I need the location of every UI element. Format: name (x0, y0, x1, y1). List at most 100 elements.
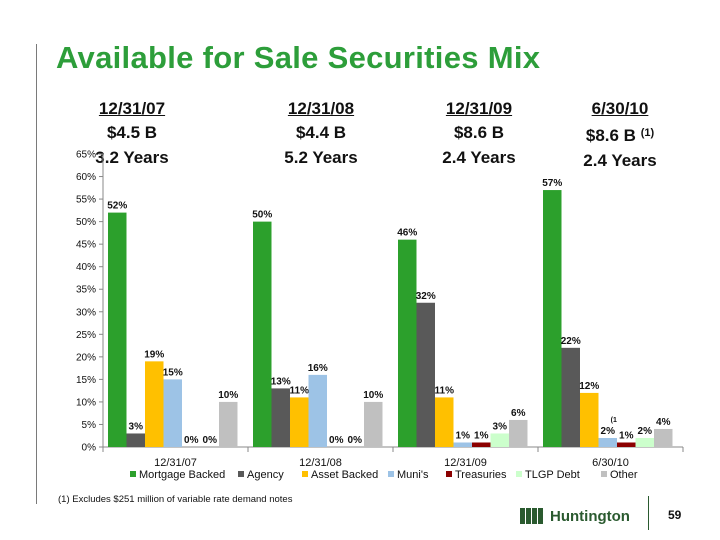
data-label: 2% (601, 426, 616, 437)
period-header-2010: 6/30/10 $8.6 B (1) 2.4 Years (545, 98, 695, 173)
period-years: 5.2 Years (284, 148, 358, 167)
y-tick-label: 55% (76, 195, 96, 206)
data-label: 52% (107, 201, 127, 212)
legend-label: Treasuries (455, 469, 507, 481)
legend-label: Other (610, 469, 638, 481)
bar-muni-s (163, 379, 182, 447)
legend-label: Asset Backed (311, 469, 378, 481)
y-tick-label: 45% (76, 240, 96, 251)
huntington-logo: Huntington (520, 506, 630, 526)
period-amount: $4.5 B (106, 123, 158, 142)
x-tick-label: 12/31/09 (444, 457, 487, 469)
legend-swatch (302, 471, 308, 477)
page-number: 59 (668, 508, 682, 522)
bar-tlgp-debt (490, 433, 509, 447)
data-label: 0% (203, 435, 218, 446)
period-header-2007: 12/31/07 $4.5 B 3.2 Years (57, 98, 207, 170)
data-label: 11% (435, 385, 455, 396)
bar-agency (271, 388, 290, 447)
bar-muni-s (453, 442, 472, 447)
bar-muni-s (598, 437, 617, 447)
period-years: 2.4 Years (442, 148, 516, 167)
y-tick-label: 35% (76, 285, 96, 296)
period-amount: $8.6 B (1) (585, 126, 655, 145)
y-tick-label: 0% (82, 443, 97, 454)
data-label: 15% (163, 367, 183, 378)
bar-mortgage-backed (108, 212, 127, 447)
legend-swatch (238, 471, 244, 477)
bar-other (654, 428, 673, 447)
y-tick-label: 40% (76, 262, 96, 273)
data-label: 10% (218, 390, 238, 401)
bar-asset-backed (580, 392, 599, 447)
chart-annotation: (1 (611, 417, 617, 424)
bar-agency (416, 302, 435, 447)
bar-mortgage-backed (253, 221, 272, 447)
data-label: 0% (348, 435, 363, 446)
page-title: Available for Sale Securities Mix (56, 40, 541, 75)
legend-label: Muni's (397, 469, 429, 481)
period-date: 12/31/09 (445, 99, 513, 118)
left-rule (36, 44, 37, 504)
data-label: 10% (363, 390, 383, 401)
bar-other (219, 401, 238, 447)
bar-asset-backed (435, 397, 454, 447)
period-years: 3.2 Years (95, 148, 169, 167)
period-date: 6/30/10 (591, 99, 649, 118)
bar-other (364, 401, 383, 447)
data-label: 0% (184, 435, 199, 446)
bar-treasuries (472, 442, 491, 447)
bar-asset-backed (290, 397, 309, 447)
period-amount: $8.6 B (453, 123, 505, 142)
data-label: 12% (579, 381, 599, 392)
period-date: 12/31/07 (98, 99, 166, 118)
data-label: 22% (561, 336, 581, 347)
legend-swatch (388, 471, 394, 477)
data-label: 19% (144, 349, 164, 360)
y-tick-label: 65% (76, 150, 96, 161)
period-date: 12/31/08 (287, 99, 355, 118)
y-tick-label: 60% (76, 172, 96, 183)
bar-tlgp-debt (635, 437, 654, 447)
data-label: 46% (397, 228, 417, 239)
bar-agency (561, 347, 580, 447)
data-label: 1% (619, 430, 634, 441)
data-label: 1% (474, 430, 489, 441)
bar-mortgage-backed (543, 190, 562, 448)
period-amount: $4.4 B (295, 123, 347, 142)
footnote-ref: (1) (640, 127, 655, 139)
y-tick-label: 15% (76, 375, 96, 386)
bar-agency (126, 433, 145, 447)
bar-treasuries (617, 442, 636, 447)
data-label: 2% (638, 426, 653, 437)
y-tick-label: 30% (76, 307, 96, 318)
y-tick-label: 10% (76, 397, 96, 408)
period-header-2009: 12/31/09 $8.6 B 2.4 Years (404, 98, 554, 170)
legend-swatch (516, 471, 522, 477)
footnote: (1) Excludes $251 million of variable ra… (58, 494, 293, 505)
y-tick-label: 25% (76, 330, 96, 341)
legend-swatch (601, 471, 607, 477)
securities-mix-chart: 0% 5% 10% 15% 20% 25% 30% 35% 40% 45% 50% 55% 60% 65%… (76, 150, 684, 481)
data-label: 11% (290, 385, 310, 396)
legend-swatch (446, 471, 452, 477)
x-tick-label: 6/30/10 (592, 457, 629, 469)
data-label: 50% (252, 210, 272, 221)
data-label: 32% (416, 291, 436, 302)
legend-label: TLGP Debt (525, 469, 580, 481)
y-tick-label: 20% (76, 352, 96, 363)
data-label: 57% (542, 178, 562, 189)
logo-text: Huntington (550, 507, 630, 525)
legend-swatch (130, 471, 136, 477)
bar-other (509, 419, 528, 447)
period-header-2008: 12/31/08 $4.4 B 5.2 Years (246, 98, 396, 170)
y-tick-label: 50% (76, 217, 96, 228)
y-tick-label: 5% (82, 420, 97, 431)
legend-label: Mortgage Backed (139, 469, 225, 481)
period-years: 2.4 Years (583, 151, 657, 170)
bar-mortgage-backed (398, 239, 417, 447)
data-label: 0% (329, 435, 344, 446)
bar-asset-backed (145, 361, 164, 447)
data-label: 4% (656, 417, 671, 428)
data-label: 3% (493, 421, 508, 432)
